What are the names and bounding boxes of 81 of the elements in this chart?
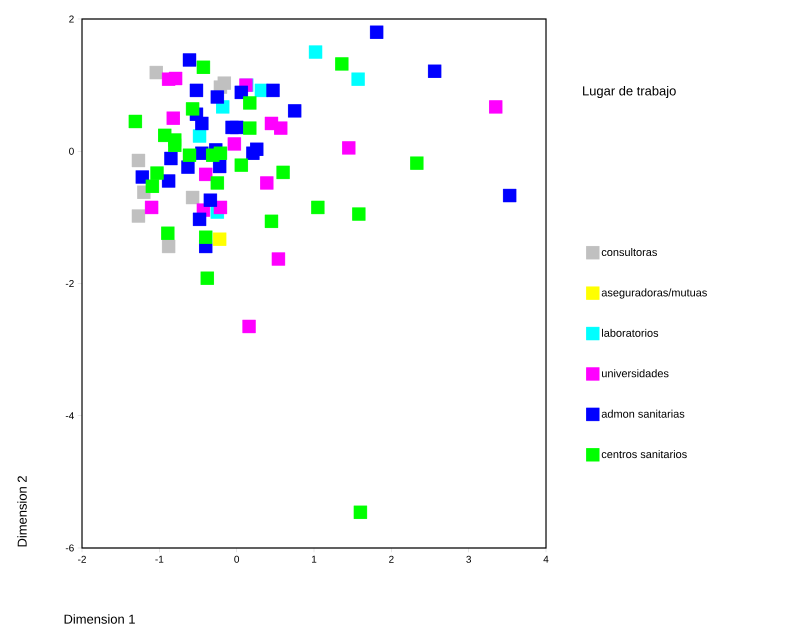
point xyxy=(161,226,175,240)
point xyxy=(199,230,212,244)
point xyxy=(266,84,280,98)
point xyxy=(308,45,322,59)
point xyxy=(192,212,206,226)
point xyxy=(243,121,257,135)
point xyxy=(234,86,248,100)
point xyxy=(168,72,182,86)
point xyxy=(335,57,349,71)
point xyxy=(186,102,200,116)
point xyxy=(146,180,160,193)
y-axis-title: Dimension 2 xyxy=(17,476,27,546)
point xyxy=(264,214,278,228)
point xyxy=(186,190,200,204)
point xyxy=(274,121,288,135)
y-tick-label: -4 xyxy=(66,412,74,420)
point xyxy=(234,158,248,172)
point xyxy=(195,116,209,130)
point xyxy=(128,114,142,128)
point xyxy=(144,200,158,214)
y-tick-label: -6 xyxy=(66,544,74,552)
point xyxy=(168,138,182,152)
point xyxy=(242,320,256,334)
point xyxy=(228,137,242,151)
y-tick-label: -2 xyxy=(66,280,74,287)
y-tick-label: 2 xyxy=(69,16,74,22)
x-tick-label: 3 xyxy=(466,556,472,563)
point xyxy=(342,141,356,155)
point xyxy=(288,104,302,118)
x-tick-label: 1 xyxy=(312,556,316,563)
point xyxy=(199,168,212,182)
point xyxy=(351,72,365,86)
point xyxy=(162,240,176,254)
legend-title: Lugar de trabajo xyxy=(583,86,676,98)
point xyxy=(196,60,210,74)
x-tick-label: 4 xyxy=(543,556,548,563)
point xyxy=(260,176,274,190)
legend-label: admon sanitarias xyxy=(602,410,684,418)
point xyxy=(502,188,516,202)
legend-label: consultoras xyxy=(602,248,657,256)
point xyxy=(166,111,180,125)
legend-label: universidades xyxy=(602,369,669,378)
point xyxy=(243,96,257,110)
point xyxy=(410,156,424,170)
point xyxy=(370,26,384,39)
point xyxy=(276,166,290,180)
point xyxy=(182,148,196,162)
point xyxy=(210,176,224,190)
x-axis-title: Dimension 1 xyxy=(64,614,135,624)
point xyxy=(352,207,366,221)
point xyxy=(190,84,204,98)
point xyxy=(250,142,264,156)
legend-label: laboratorios xyxy=(602,328,658,337)
point xyxy=(428,64,442,78)
y-tick-label: 0 xyxy=(69,148,74,155)
point xyxy=(214,146,228,160)
point xyxy=(311,200,325,214)
point xyxy=(200,271,214,285)
legend-label: centros sanitarios xyxy=(602,450,687,458)
legend-label: aseguradoras/mutuas xyxy=(602,288,707,299)
point xyxy=(192,129,206,143)
point xyxy=(162,174,176,188)
x-tick-label: 2 xyxy=(389,556,394,563)
point xyxy=(150,66,163,80)
x-tick-label: 0 xyxy=(234,556,240,563)
point xyxy=(204,193,218,207)
point xyxy=(354,506,368,519)
point xyxy=(132,209,146,223)
point xyxy=(272,252,286,266)
point xyxy=(212,232,226,246)
x-tick-label: -2 xyxy=(78,556,86,563)
point xyxy=(489,100,502,114)
point xyxy=(150,166,164,180)
point xyxy=(230,120,244,134)
point xyxy=(132,154,146,168)
point xyxy=(164,152,178,166)
point xyxy=(212,160,226,174)
point xyxy=(136,170,150,184)
x-tick-label: -1 xyxy=(155,556,164,563)
point xyxy=(210,90,224,104)
point xyxy=(182,53,196,67)
